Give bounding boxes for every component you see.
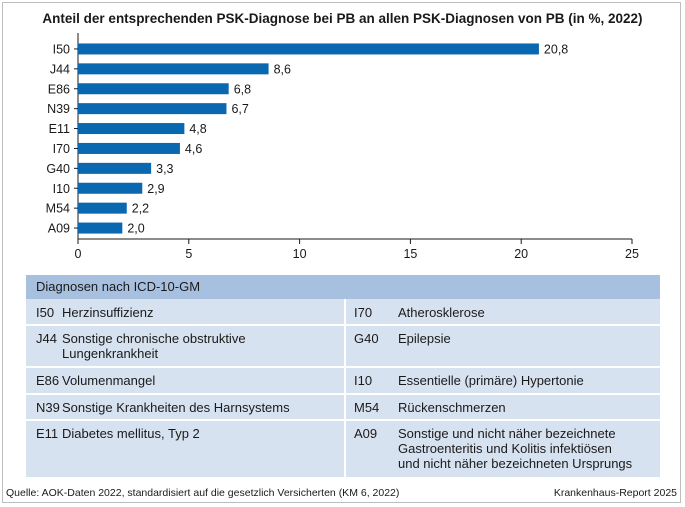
category-label: I10 (53, 182, 70, 196)
legend-code: A09 (354, 426, 378, 441)
data-label: 8,6 (274, 62, 291, 76)
category-label: E11 (49, 122, 70, 136)
bar (78, 43, 539, 55)
bar (78, 182, 143, 194)
legend-row-divider (26, 419, 660, 421)
chart-title: Anteil der entsprechenden PSK-Diagnose b… (42, 11, 643, 26)
data-label: 3,3 (156, 162, 173, 176)
source-note: Quelle: AOK-Daten 2022, standardisiert a… (6, 487, 400, 499)
data-label: 4,8 (189, 122, 206, 136)
legend-code: N39 (36, 400, 60, 415)
legend-description: Epilepsie (398, 331, 451, 346)
x-tick-label: 0 (75, 247, 82, 261)
bar (78, 222, 123, 234)
legend-column-divider (344, 299, 346, 477)
bar (78, 142, 180, 154)
legend-row-divider (26, 393, 660, 395)
category-label: J44 (50, 62, 70, 76)
legend-code: G40 (354, 331, 379, 346)
figure-frame (2, 2, 681, 503)
legend-description: Volumenmangel (62, 373, 156, 388)
category-label: I50 (53, 42, 70, 56)
legend-description: Herzinsuffizienz (62, 305, 154, 320)
category-label: E86 (48, 82, 70, 96)
data-label: 2,2 (132, 202, 149, 216)
legend-code: J44 (36, 331, 57, 346)
legend-description: Sonstige und nicht näher bezeichnete Gast… (398, 426, 633, 471)
bar (78, 83, 229, 95)
legend-code: E11 (36, 426, 59, 441)
bar (78, 162, 152, 174)
data-label: 2,0 (127, 222, 144, 236)
legend-description: Sonstige chronische obstruktive Lungenkra… (62, 331, 246, 361)
category-label: G40 (46, 162, 70, 176)
category-label: N39 (47, 102, 70, 116)
legend-code: E86 (36, 373, 60, 388)
legend-code: M54 (354, 400, 380, 415)
data-label: 2,9 (147, 182, 164, 196)
category-label: A09 (48, 222, 70, 236)
legend-row-divider (26, 324, 660, 326)
report-name: Krankenhaus-Report 2025 (553, 487, 677, 499)
legend-description: Essentielle (primäre) Hypertonie (398, 373, 584, 388)
bar (78, 123, 185, 135)
legend-description: Rückenschmerzen (398, 400, 506, 415)
x-tick-label: 5 (185, 247, 192, 261)
icd-legend-table: Diagnosen nach ICD-10-GM I50 Herzinsuffiz… (26, 275, 660, 477)
legend-heading: Diagnosen nach ICD-10-GM (26, 275, 660, 299)
category-label: M54 (46, 202, 70, 216)
data-label: 20,8 (544, 42, 568, 56)
data-label: 6,7 (231, 102, 248, 116)
legend-code: I70 (354, 305, 373, 320)
legend-row-divider (26, 366, 660, 368)
data-label: 4,6 (185, 142, 202, 156)
bar (78, 63, 269, 75)
legend-code: I10 (354, 373, 373, 388)
x-tick-label: 15 (403, 247, 417, 261)
x-tick-label: 20 (514, 247, 528, 261)
x-tick-label: 25 (625, 247, 639, 261)
bar (78, 103, 227, 115)
category-label: I70 (53, 142, 70, 156)
legend-code: I50 (36, 305, 55, 320)
bar (78, 202, 127, 214)
x-tick-label: 10 (293, 247, 307, 261)
bar-chart: I50 20,8 J44 8,6 E86 6,8 N39 6,7 E11 4,8 I70 4,6 G40… (46, 33, 639, 261)
legend-description: Diabetes mellitus, Typ 2 (62, 426, 200, 441)
data-label: 6,8 (234, 82, 251, 96)
legend-description: Sonstige Krankheiten des Harnsystems (62, 400, 290, 415)
legend-description: Atherosklerose (398, 305, 485, 320)
